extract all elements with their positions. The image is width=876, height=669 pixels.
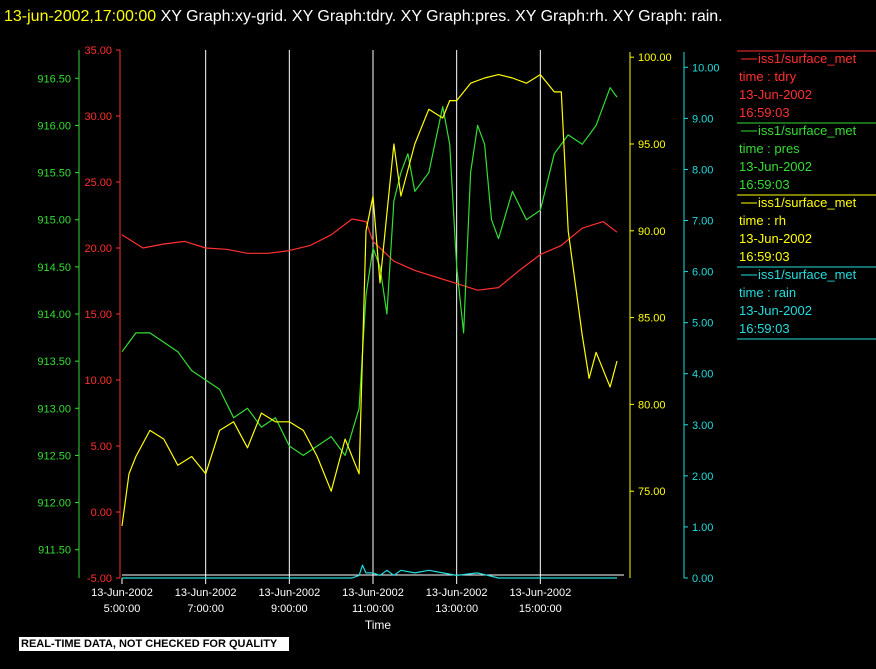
legend-text: iss1/surface_met	[758, 195, 857, 210]
legend-text: 16:59:03	[739, 177, 790, 192]
rain-tick-label: 7.00	[692, 216, 713, 228]
rh-tick-label: 85.00	[638, 313, 666, 325]
pres-tick-label: 915.50	[37, 168, 71, 180]
pres-tick-label: 912.50	[37, 450, 71, 462]
tdry-tick-label: 20.00	[84, 243, 112, 255]
rain-tick-label: 4.00	[692, 369, 713, 381]
legend-text: time : tdry	[739, 69, 797, 84]
legend-text: time : pres	[739, 141, 800, 156]
legend-text: 16:59:03	[739, 321, 790, 336]
x-tick-time: 11:00:00	[352, 603, 394, 615]
tdry-tick-label: 35.00	[84, 45, 112, 57]
tdry-tick-label: 15.00	[84, 309, 112, 321]
legend-text: 13-Jun-2002	[739, 303, 812, 318]
x-tick-time: 15:00:00	[519, 603, 562, 615]
title-timestamp: 13-jun-2002,17:00:00	[4, 8, 157, 25]
pres-tick-label: 915.00	[37, 215, 71, 227]
rain-tick-label: 8.00	[692, 164, 713, 176]
series-lines	[121, 73, 618, 579]
x-tick-time: 7:00:00	[187, 603, 224, 615]
series-line-tdry	[121, 218, 618, 291]
rh-tick-label: 80.00	[638, 399, 666, 411]
legend-text: iss1/surface_met	[758, 123, 857, 138]
rain-tick-label: 5.00	[692, 318, 713, 330]
rh-tick-label: 75.00	[638, 486, 666, 498]
legend-text: 13-Jun-2002	[739, 87, 812, 102]
quality-notice: REAL-TIME DATA, NOT CHECKED FOR QUALITY	[19, 637, 290, 651]
x-tick-date: 13-Jun-2002	[175, 587, 237, 599]
legend-text: 13-Jun-2002	[739, 231, 812, 246]
legend-text: iss1/surface_met	[758, 267, 857, 282]
rain-tick-label: 9.00	[692, 113, 713, 125]
legend-text: iss1/surface_met	[758, 51, 857, 66]
series-line-pres	[121, 87, 618, 456]
pres-tick-label: 914.00	[37, 309, 71, 321]
rain-tick-label: 1.00	[692, 522, 713, 534]
pres-tick-label: 913.50	[37, 356, 71, 368]
tdry-tick-label: 5.00	[91, 441, 112, 453]
pres-tick-label: 912.00	[37, 498, 71, 510]
series-line-rh	[121, 73, 618, 526]
rain-tick-label: 0.00	[692, 573, 713, 585]
x-tick-time: 5:00:00	[104, 603, 141, 615]
rh-tick-label: 95.00	[638, 139, 666, 151]
x-tick-date: 13-Jun-2002	[509, 587, 571, 599]
pres-tick-label: 916.00	[37, 120, 71, 132]
legend-text: time : rh	[739, 213, 786, 228]
axes	[75, 49, 688, 584]
pres-tick-label: 916.50	[37, 73, 71, 85]
rain-tick-label: 3.00	[692, 420, 713, 432]
rain-tick-label: 10.00	[692, 62, 720, 74]
rain-tick-label: 2.00	[692, 471, 713, 483]
x-tick-time: 9:00:00	[271, 603, 308, 615]
title-text: XY Graph:xy-grid. XY Graph:tdry. XY Grap…	[160, 8, 723, 25]
x-tick-date: 13-Jun-2002	[91, 587, 153, 599]
pres-tick-label: 914.50	[37, 262, 71, 274]
tdry-tick-label: -5.00	[87, 573, 112, 585]
tdry-tick-label: 25.00	[84, 177, 112, 189]
x-tick-date: 13-Jun-2002	[258, 587, 320, 599]
tdry-tick-label: 0.00	[91, 507, 112, 519]
x-tick-date: 13-Jun-2002	[342, 587, 404, 599]
tick-labels: 13-Jun-2002 5:00:00 13-Jun-2002 7:00:00 13-J…	[37, 45, 719, 615]
tdry-tick-label: 30.00	[84, 111, 112, 123]
rh-tick-label: 90.00	[638, 226, 666, 238]
series-line-rain	[122, 564, 617, 579]
legend-text: 13-Jun-2002	[739, 159, 812, 174]
legend-text: 16:59:03	[739, 105, 790, 120]
grid-lines	[205, 50, 541, 578]
x-tick-date: 13-Jun-2002	[426, 587, 488, 599]
x-tick-time: 13:00:00	[435, 603, 478, 615]
x-axis-label: Time	[365, 618, 392, 632]
tdry-tick-label: 10.00	[84, 375, 112, 387]
rain-tick-label: 6.00	[692, 267, 713, 279]
chart-title: 13-jun-2002,17:00:00 XY Graph:xy-grid. X…	[4, 2, 872, 31]
rh-tick-label: 100.00	[638, 52, 672, 64]
pres-tick-label: 913.00	[37, 403, 71, 415]
legend-text: time : rain	[739, 285, 796, 300]
pres-tick-label: 911.50	[38, 545, 71, 557]
legend-text: 16:59:03	[739, 249, 790, 264]
